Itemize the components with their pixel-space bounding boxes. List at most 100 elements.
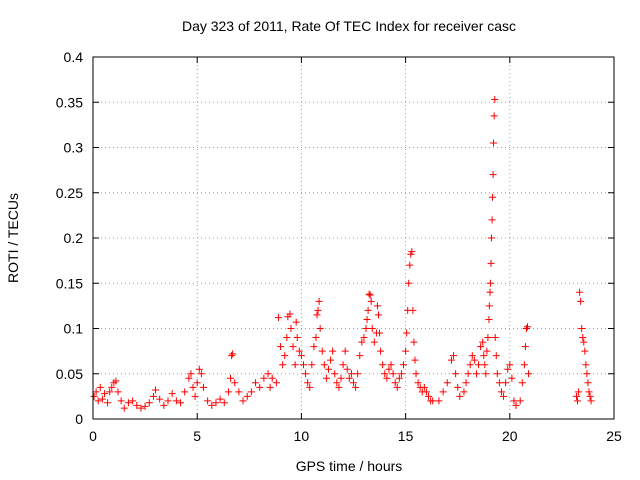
data-point	[164, 397, 172, 405]
data-point	[574, 397, 582, 405]
grid-lines	[93, 57, 614, 419]
data-point	[304, 379, 312, 387]
data-point	[292, 318, 300, 326]
data-point	[365, 290, 373, 298]
data-point	[483, 347, 491, 355]
data-point	[306, 383, 314, 391]
data-point	[362, 325, 370, 332]
data-point	[137, 404, 145, 412]
y-tick-labels: 0 0.05 0.1 0.15 0.2 0.25 0.3 0.35 0.4	[56, 49, 83, 427]
data-point	[393, 383, 401, 391]
data-point	[375, 311, 383, 319]
data-point	[149, 392, 157, 400]
data-point	[367, 297, 375, 305]
data-point	[578, 325, 586, 332]
data-point	[489, 171, 497, 179]
data-point	[575, 388, 583, 396]
data-point	[462, 379, 470, 387]
y-tick-label: 0.25	[56, 185, 83, 201]
data-point	[468, 352, 476, 360]
data-point	[414, 379, 422, 387]
data-point	[583, 370, 591, 378]
data-point	[450, 352, 458, 360]
data-point	[484, 334, 492, 342]
x-tick-label: 0	[89, 428, 97, 444]
x-tick-label: 25	[606, 428, 622, 444]
data-point	[347, 370, 355, 378]
data-point	[581, 347, 589, 355]
data-point	[510, 397, 518, 405]
data-point	[504, 365, 512, 373]
data-point	[521, 343, 529, 351]
data-point	[420, 383, 428, 391]
data-point	[584, 379, 592, 387]
data-point	[318, 347, 326, 355]
data-point	[577, 297, 585, 305]
data-point	[133, 401, 141, 409]
data-point	[387, 361, 395, 369]
data-point	[409, 306, 417, 314]
data-point	[92, 388, 100, 396]
y-tick-label: 0.1	[64, 321, 84, 337]
data-point	[493, 370, 501, 378]
axis-ticks	[92, 56, 615, 420]
data-point	[295, 347, 303, 355]
data-point	[491, 96, 499, 104]
data-point	[500, 392, 508, 400]
data-point	[274, 314, 282, 322]
data-point	[587, 397, 595, 405]
data-point	[586, 392, 594, 400]
data-point	[408, 248, 416, 256]
data-point	[464, 370, 472, 378]
x-tick-label: 10	[294, 428, 310, 444]
data-point	[160, 401, 168, 409]
data-point	[243, 392, 251, 400]
data-point	[152, 386, 160, 394]
data-point	[354, 370, 362, 378]
data-point	[425, 392, 433, 400]
x-axis-label: GPS time / hours	[296, 458, 403, 474]
data-point	[168, 390, 176, 398]
data-point	[466, 361, 474, 369]
data-point	[231, 379, 239, 387]
data-point	[94, 397, 102, 405]
data-point	[199, 383, 207, 391]
data-point	[229, 350, 237, 358]
y-tick-label: 0	[75, 411, 83, 427]
data-point	[405, 279, 413, 287]
data-point	[454, 383, 462, 391]
data-point	[576, 288, 584, 296]
data-point	[572, 392, 580, 400]
data-point	[488, 216, 496, 224]
data-point	[224, 388, 232, 396]
data-point	[345, 374, 353, 382]
data-point	[268, 374, 276, 382]
data-point	[252, 379, 260, 387]
data-point	[104, 399, 112, 407]
data-point	[383, 374, 391, 382]
data-point	[363, 315, 371, 323]
data-point	[106, 388, 114, 396]
data-point	[520, 361, 528, 369]
data-point	[314, 306, 322, 314]
data-point	[456, 392, 464, 400]
data-point	[308, 361, 316, 369]
x-tick-label: 5	[193, 428, 201, 444]
data-point	[366, 291, 374, 299]
data-point	[410, 338, 418, 346]
data-point	[316, 325, 324, 332]
data-point	[491, 334, 499, 342]
data-point	[341, 347, 349, 355]
data-point	[247, 388, 255, 396]
data-point	[391, 379, 399, 387]
data-point	[260, 374, 268, 382]
data-point	[470, 356, 478, 364]
data-point	[279, 361, 287, 369]
data-point	[235, 388, 243, 396]
data-point	[412, 370, 420, 378]
data-point	[156, 395, 164, 403]
data-point	[333, 379, 341, 387]
y-tick-label: 0.05	[56, 366, 83, 382]
data-point	[481, 361, 489, 369]
